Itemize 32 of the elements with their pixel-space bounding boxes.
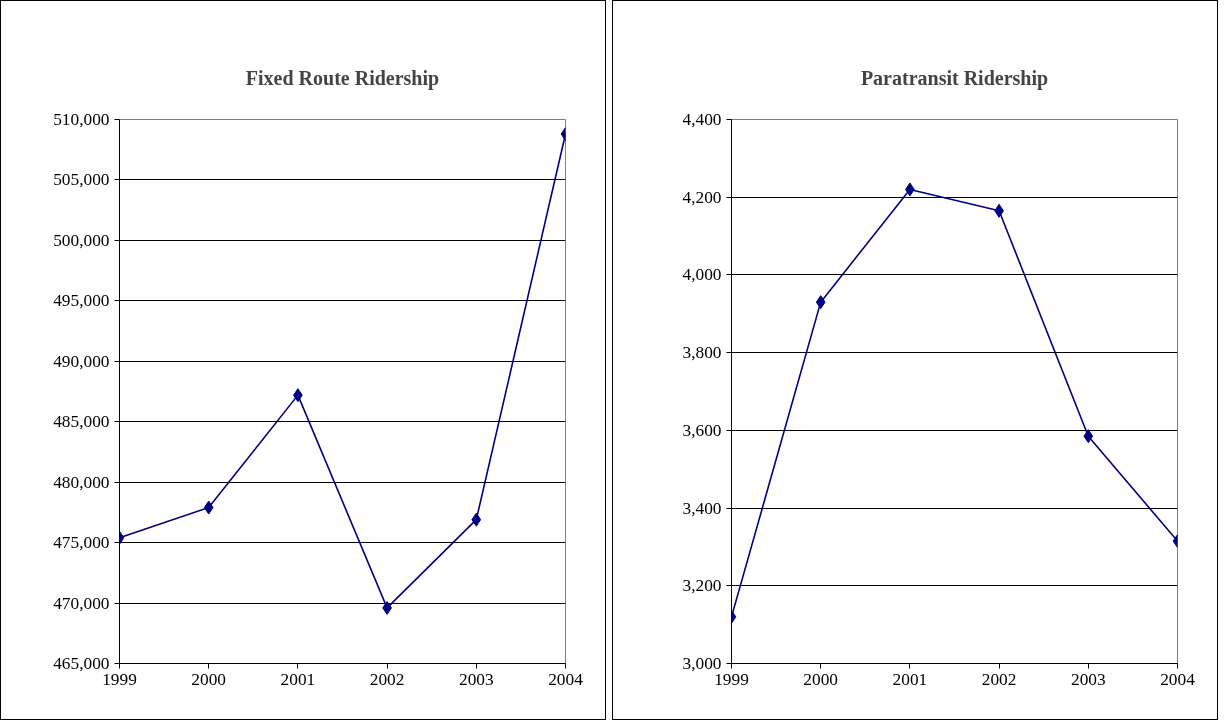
x-tick-label: 2004: [548, 669, 584, 689]
y-tick-label: 495,000: [53, 291, 110, 311]
y-tick-label: 3,200: [682, 576, 722, 596]
y-tick-label: 510,000: [53, 110, 110, 129]
point: [1083, 429, 1094, 444]
x-tick-label: 2002: [981, 669, 1017, 689]
x-tick-label: 2003: [1070, 669, 1106, 689]
y-tick-label: 500,000: [53, 230, 110, 250]
x-tick-label: 2003: [458, 669, 494, 689]
y-tick-label: 505,000: [53, 170, 110, 190]
point: [815, 295, 826, 310]
y-tick-label: 490,000: [53, 351, 110, 371]
chart-title: Fixed Route Ridership: [245, 66, 440, 90]
point: [203, 500, 214, 515]
y-tick-label: 3,600: [682, 420, 722, 440]
y-tick-label: 4,400: [682, 110, 722, 129]
y-tick-label: 4,000: [682, 265, 722, 285]
y-tick-label: 3,800: [682, 343, 722, 363]
y-tick-label: 4,200: [682, 187, 722, 207]
y-tick-label: 470,000: [53, 593, 110, 613]
y-tick-label: 485,000: [53, 412, 110, 432]
point: [471, 512, 482, 527]
y-tick-label: 475,000: [53, 533, 110, 553]
x-tick-label: 2001: [280, 669, 316, 689]
x-tick-label: 2000: [191, 669, 227, 689]
x-tick-label: 2001: [892, 669, 928, 689]
y-tick-label: 3,400: [682, 498, 722, 518]
x-tick-label: 2000: [803, 669, 839, 689]
chart-title: Paratransit Ridership: [860, 66, 1049, 90]
x-tick-label: 2004: [1160, 669, 1196, 689]
x-tick-label: 2002: [369, 669, 405, 689]
y-tick-label: 480,000: [53, 472, 110, 492]
